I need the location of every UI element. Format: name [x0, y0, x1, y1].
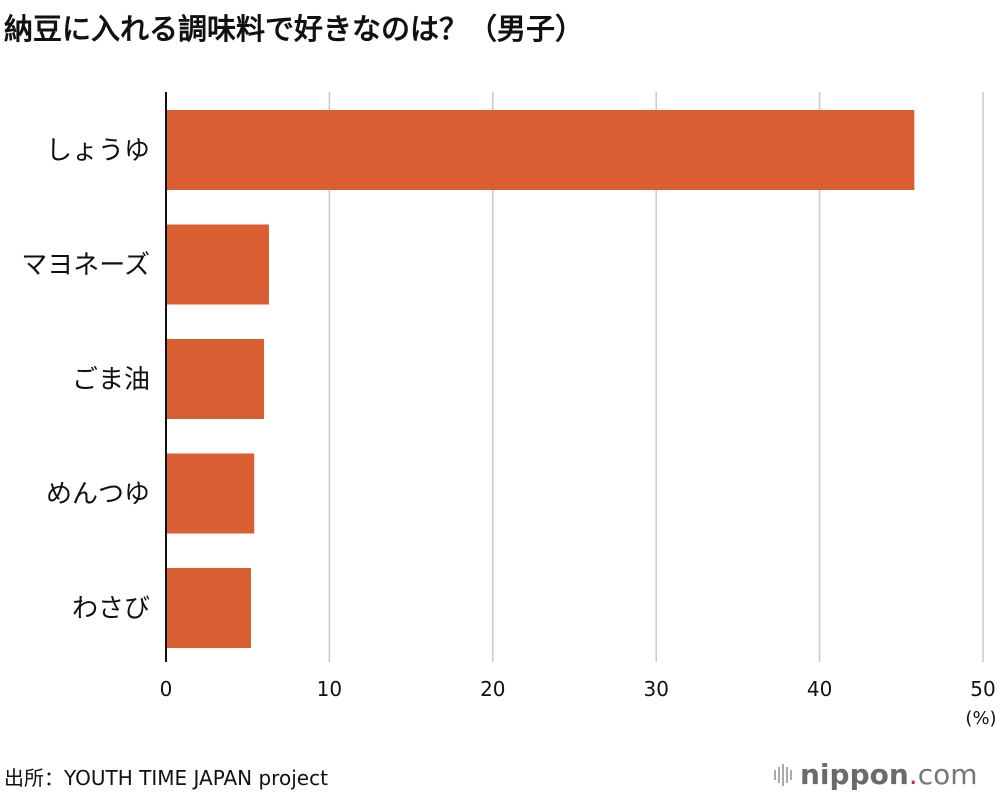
bar-3	[166, 339, 265, 419]
x-tick-label: 0	[160, 677, 173, 701]
bar-2	[166, 224, 269, 305]
category-label: めんつゆ	[46, 480, 150, 510]
x-tick-label: 30	[643, 677, 668, 701]
nippon-logo: nippon. com	[774, 758, 978, 791]
chart-title: 納豆に入れる調味料で好きなのは？（男子）	[4, 12, 585, 46]
sound-wave-icon	[774, 763, 792, 786]
x-axis-unit-label: (%)	[965, 708, 996, 729]
logo-dot: .	[908, 758, 918, 791]
category-label: ごま油	[72, 365, 150, 395]
category-label: わさび	[72, 594, 150, 624]
x-tick-label: 20	[480, 677, 505, 701]
x-tick-label: 40	[807, 677, 832, 701]
bar-1	[166, 110, 915, 190]
logo-tld: com	[917, 758, 978, 791]
bar-4	[166, 453, 255, 534]
category-label: しょうゆ	[46, 136, 150, 166]
category-label: マヨネーズ	[21, 251, 150, 281]
bar-5	[166, 568, 251, 648]
source-note: 出所：YOUTH TIME JAPAN project	[4, 766, 328, 790]
x-tick-label: 50	[970, 677, 995, 701]
x-tick-label: 10	[317, 677, 342, 701]
logo-brand: nippon	[800, 758, 909, 791]
